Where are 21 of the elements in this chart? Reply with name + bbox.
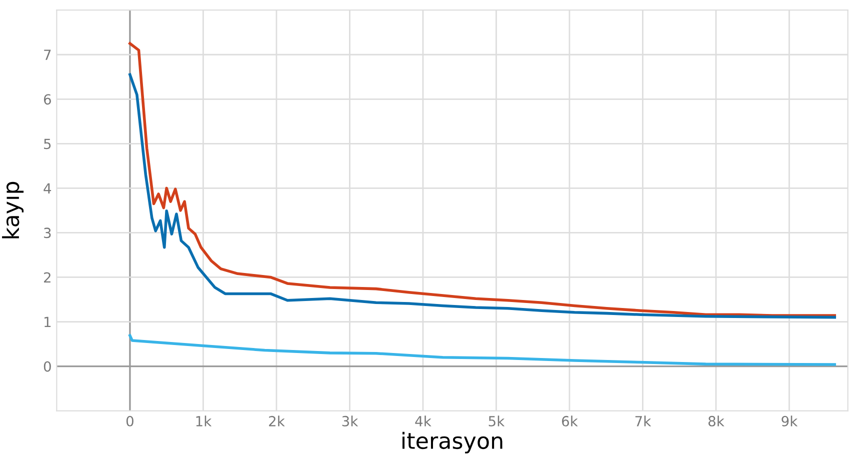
x-tick-label: 1k — [196, 416, 212, 426]
y-tick-label: 7 — [44, 50, 51, 60]
x-tick-label: 5k — [488, 416, 505, 426]
line-series — [128, 334, 836, 366]
x-axis-title: iterasyon — [402, 432, 502, 454]
y-tick-label: 0 — [44, 361, 51, 372]
y-tick-label: 5 — [44, 138, 51, 150]
x-tick-label: 9k — [782, 416, 798, 426]
y-tick-label: 2 — [44, 272, 50, 283]
x-tick-label: 3k — [342, 416, 358, 426]
x-tick-label: 7k — [635, 416, 652, 426]
x-tick-label: 6k — [562, 416, 578, 426]
y-tick-label: 1 — [44, 316, 51, 328]
x-tick-label: 2k — [269, 416, 285, 426]
y-tick-label: 6 — [44, 94, 51, 105]
x-tick-label: 0 — [126, 416, 134, 426]
x-tick-label: 8k — [708, 416, 724, 426]
y-tick-label: 3 — [44, 228, 51, 238]
x-tick-label: 4k — [415, 416, 432, 426]
y-tick-label: 4 — [44, 183, 52, 194]
y-axis-title: kayıp — [2, 182, 24, 238]
